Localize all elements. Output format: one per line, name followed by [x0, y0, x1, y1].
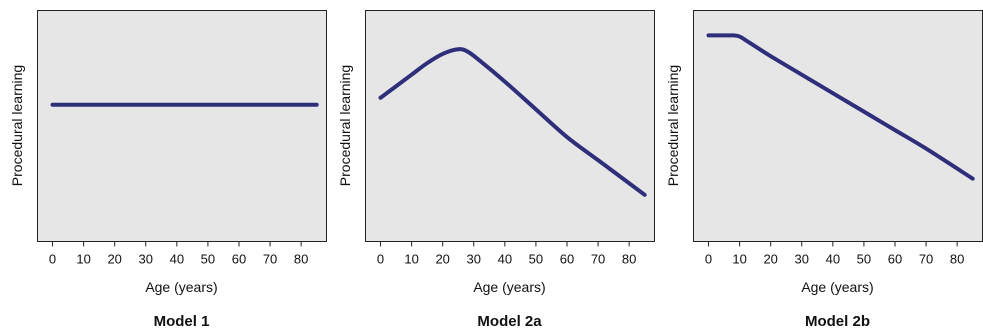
x-tick-label: 50 [529, 252, 543, 267]
x-axis-title: Age (years) [801, 279, 873, 295]
chart-title: Model 2b [805, 313, 870, 330]
x-tick-label: 50 [857, 252, 871, 267]
x-tick-label: 60 [888, 252, 902, 267]
chart-svg: 0 10 20 30 40 50 60 70 80 Age (years) Procedural l… [665, 10, 983, 330]
x-tick-label: 80 [622, 252, 636, 267]
x-tick-label: 60 [560, 252, 574, 267]
chart-svg: 0 10 20 30 40 50 60 70 80 Age (years) Procedural l… [9, 10, 327, 330]
x-tick-label: 10 [732, 252, 746, 267]
chart-panel-model-2b: 0 10 20 30 40 50 60 70 80 Age (years) Procedural l… [656, 0, 983, 331]
x-tick-label: 0 [49, 252, 56, 267]
x-tick-label: 10 [76, 252, 90, 267]
x-tick-label: 30 [139, 252, 153, 267]
x-tick-label: 20 [435, 252, 449, 267]
series-line [378, 47, 647, 197]
x-tick-label: 70 [591, 252, 605, 267]
plot-area [693, 10, 983, 242]
plot-area [365, 10, 655, 242]
x-tick-label: 0 [705, 252, 712, 267]
x-tick-label: 40 [826, 252, 840, 267]
series-line [706, 33, 975, 181]
x-tick-label: 80 [950, 252, 964, 267]
x-axis-title: Age (years) [145, 279, 217, 295]
plot-area [37, 10, 327, 242]
x-tick-label: 40 [498, 252, 512, 267]
x-tick-label: 70 [263, 252, 277, 267]
x-tick-label: 80 [294, 252, 308, 267]
x-tick-label: 30 [467, 252, 481, 267]
chart-panel-model-2a: 0 10 20 30 40 50 60 70 80 Age (years) Procedural l… [328, 0, 655, 331]
x-tick-label: 20 [107, 252, 121, 267]
x-tick-label: 70 [919, 252, 933, 267]
chart-title: Model 1 [154, 313, 210, 330]
y-axis-title: Procedural learning [9, 65, 25, 186]
x-tick-label: 0 [377, 252, 384, 267]
x-tick-label: 30 [795, 252, 809, 267]
chart-svg: 0 10 20 30 40 50 60 70 80 Age (years) Procedural l… [337, 10, 655, 330]
x-tick-label: 20 [763, 252, 777, 267]
x-tick-label: 40 [170, 252, 184, 267]
x-tick-label: 60 [232, 252, 246, 267]
y-axis-title: Procedural learning [337, 65, 353, 186]
x-axis-title: Age (years) [473, 279, 545, 295]
chart-title: Model 2a [477, 313, 542, 330]
chart-panel-model-1: 0 10 20 30 40 50 60 70 80 Age (years) Procedural l… [0, 0, 327, 331]
x-tick-label: 10 [404, 252, 418, 267]
x-tick-label: 50 [201, 252, 215, 267]
y-axis-title: Procedural learning [665, 65, 681, 186]
